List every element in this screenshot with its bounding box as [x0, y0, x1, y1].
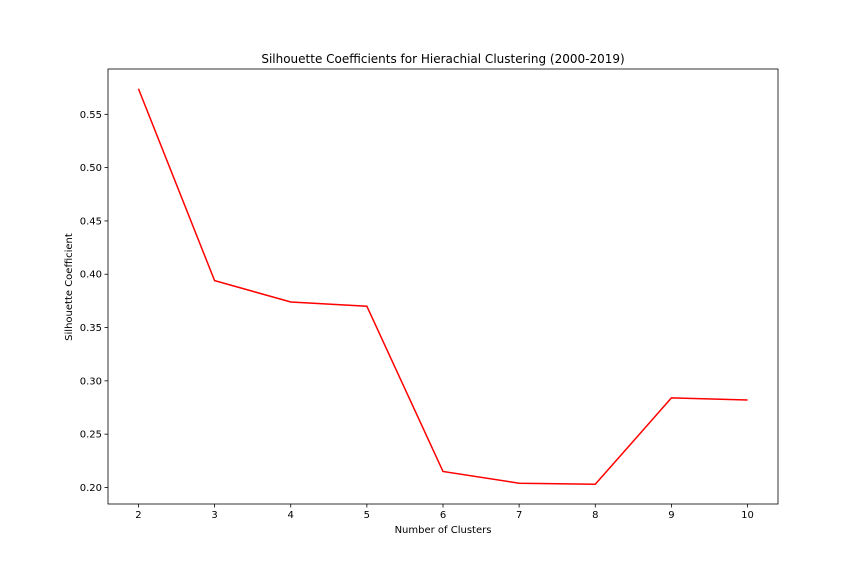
y-tick-label-0: 0.20 [80, 483, 102, 494]
x-tick-label-8: 8 [592, 510, 598, 521]
y-tick-label-2: 0.30 [80, 376, 102, 387]
y-tick-label-3: 0.35 [80, 323, 102, 334]
axes-frame [107, 68, 779, 505]
x-tick-label-3: 3 [211, 510, 217, 521]
plot-area: 2 3 4 5 6 7 8 9 10 0.20 0.25 0.30 0.35 0.40 0.45 0.50 0.… [80, 68, 779, 521]
y-tick-label-4: 0.40 [80, 270, 102, 281]
y-tick-label-5: 0.45 [80, 216, 102, 227]
y-tick-label-1: 0.25 [80, 430, 102, 441]
chart-title: Silhouette Coefficients for Hierachial C… [261, 52, 624, 66]
y-axis-label: Silhouette Coefficient [64, 233, 75, 341]
x-axis-label: Number of Clusters [395, 525, 492, 536]
x-tick-label-5: 5 [364, 510, 370, 521]
y-tick-label-7: 0.55 [80, 110, 102, 121]
series-line-0 [137, 88, 748, 486]
x-tick-label-6: 6 [440, 510, 446, 521]
x-tick-label-10: 10 [741, 510, 754, 521]
x-tick-label-4: 4 [288, 510, 294, 521]
x-tick-label-7: 7 [516, 510, 522, 521]
y-tick-label-6: 0.50 [80, 163, 102, 174]
x-tick-label-2: 2 [135, 510, 141, 521]
x-tick-label-9: 9 [668, 510, 674, 521]
